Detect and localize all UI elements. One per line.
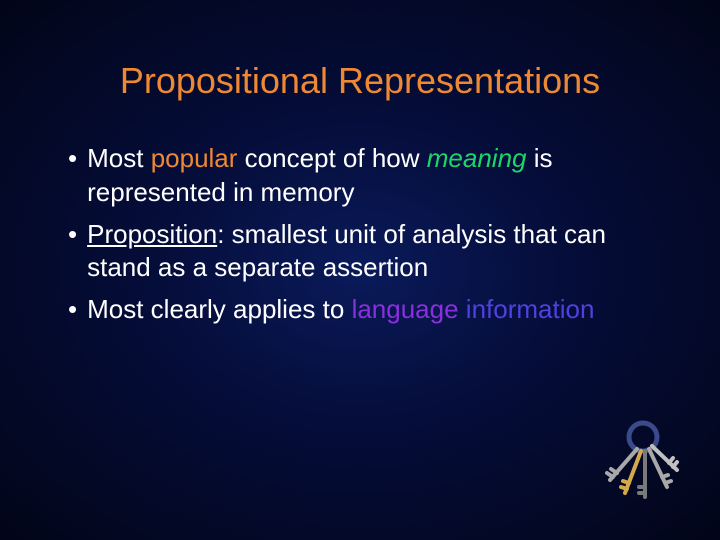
keys-svg — [585, 415, 685, 515]
keys-icon — [585, 415, 685, 515]
bullet-text: Most popular concept of how meaning is r… — [87, 142, 652, 210]
bullet-item: • Most clearly applies to language infor… — [68, 293, 652, 327]
highlight-popular: popular — [151, 143, 238, 173]
bullet-dot: • — [68, 142, 77, 210]
highlight-meaning: meaning — [427, 143, 527, 173]
bullet-text: Proposition: smallest unit of analysis t… — [87, 218, 652, 286]
text-run — [459, 294, 466, 324]
slide: Propositional Representations • Most pop… — [0, 0, 720, 540]
text-run: Most — [87, 143, 151, 173]
highlight-proposition: Proposition — [87, 219, 217, 249]
bullet-dot: • — [68, 218, 77, 286]
slide-title: Propositional Representations — [40, 60, 680, 102]
highlight-information: information — [466, 294, 595, 324]
bullet-item: • Most popular concept of how meaning is… — [68, 142, 652, 210]
text-run: concept of how — [237, 143, 426, 173]
bullet-dot: • — [68, 293, 77, 327]
highlight-language: language — [352, 294, 459, 324]
text-run: Most clearly applies to — [87, 294, 351, 324]
bullet-item: • Proposition: smallest unit of analysis… — [68, 218, 652, 286]
bullet-text: Most clearly applies to language informa… — [87, 293, 594, 327]
bullet-list: • Most popular concept of how meaning is… — [68, 142, 652, 327]
